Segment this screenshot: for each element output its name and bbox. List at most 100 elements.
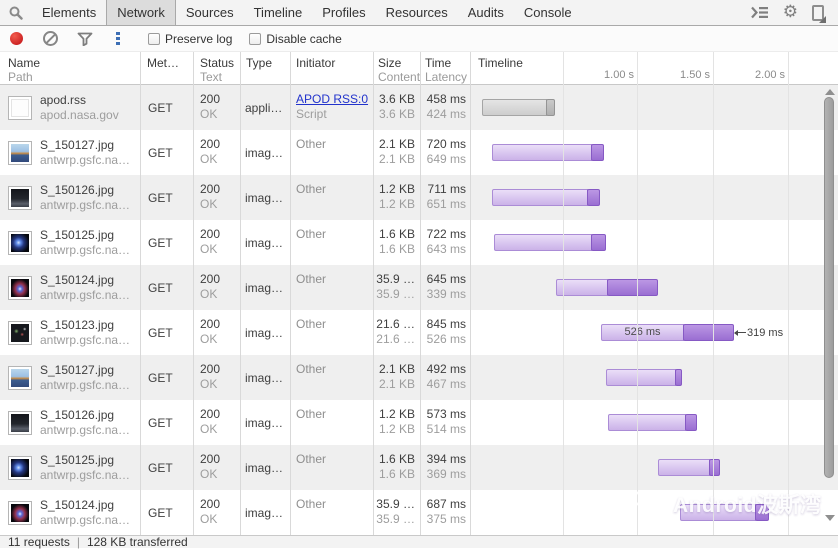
status-code: 200 [200,92,221,106]
scroll-down-arrow-icon[interactable] [825,515,835,521]
timeline-gridline [637,52,638,535]
status-text: OK [200,107,218,121]
table-header-row: Name Path Met… Status Text Type Initiato… [0,52,838,85]
tab-resources[interactable]: Resources [385,5,448,20]
tab-elements[interactable]: Elements [42,5,97,20]
clear-icon[interactable] [43,31,58,46]
table-row[interactable]: S_150124.jpg antwrp.gsfc.na… GET 200 OK … [0,265,838,310]
response-size: 35.9 … [376,272,415,286]
column-header-initiator[interactable]: Initiator [296,56,336,70]
request-method: GET [148,235,173,250]
timeline-gridline [713,52,714,535]
timeline-bar-download-segment [675,369,682,386]
timeline-bar-latency-segment [492,189,588,206]
disable-cache-checkbox[interactable] [249,32,262,45]
column-separator[interactable] [470,52,471,535]
request-type: imag… [245,505,284,520]
status-code: 200 [200,497,221,511]
column-header-name[interactable]: Name Path [8,56,41,84]
preserve-log-label: Preserve log [165,31,233,46]
left-arrow-icon [734,329,746,336]
timeline-bar-latency-segment [608,414,686,431]
column-separator[interactable] [373,52,374,535]
request-name: S_150125.jpg [40,227,115,242]
request-method: GET [148,505,173,520]
status-code: 200 [200,362,221,376]
latency: 424 ms [426,107,466,121]
initiator: Other [296,407,327,421]
response-time: 573 ms [426,407,466,421]
timeline-bar [556,279,658,296]
resource-thumbnail-icon [8,140,32,165]
tab-timeline[interactable]: Timeline [253,5,303,20]
table-row[interactable]: S_150125.jpg antwrp.gsfc.na… GET 200 OK … [0,220,838,265]
table-row[interactable]: S_150126.jpg antwrp.gsfc.na… GET 200 OK … [0,175,838,220]
column-separator[interactable] [290,52,291,535]
timeline-bar-latency-segment: 526 ms [601,324,684,341]
preserve-log-toggle[interactable]: Preserve log [148,32,232,46]
table-row[interactable]: S_150127.jpg antwrp.gsfc.na… GET 200 OK … [0,355,838,400]
request-type: imag… [245,280,284,295]
table-row[interactable]: apod.rss apod.nasa.gov GET 200 OK appli…… [0,85,838,130]
timeline-bar [494,234,606,251]
gear-icon[interactable]: ⚙ [782,2,798,22]
tab-console[interactable]: Console [523,5,572,20]
timeline-bar-latency-segment [606,369,676,386]
table-row[interactable]: S_150124.jpg antwrp.gsfc.na… GET 200 OK … [0,490,838,535]
timeline-bar-download-segment [546,99,555,116]
timeline-bar-download-segment [683,324,734,341]
disable-cache-toggle[interactable]: Disable cache [249,32,342,46]
initiator: Other [296,227,327,241]
column-separator[interactable] [240,52,241,535]
column-separator[interactable] [193,52,194,535]
column-separator[interactable] [420,52,421,535]
status-code: 200 [200,227,221,241]
tab-profiles[interactable]: Profiles [322,5,366,20]
tab-audits[interactable]: Audits [467,5,504,20]
console-drawer-icon[interactable] [750,6,769,19]
initiator[interactable]: APOD RSS:0 [296,92,369,106]
search-icon [9,6,23,20]
timeline-cell [470,175,838,220]
latency: 643 ms [426,242,466,256]
scroll-up-arrow-icon[interactable] [825,89,835,95]
resource-rows-toggle-icon[interactable] [110,32,127,45]
tab-sources[interactable]: Sources [185,5,234,20]
status-text: OK [200,377,218,391]
table-row[interactable]: S_150123.jpg antwrp.gsfc.na… GET 200 OK … [0,310,838,355]
table-row[interactable]: S_150127.jpg antwrp.gsfc.na… GET 200 OK … [0,130,838,175]
search-button[interactable] [0,0,32,25]
undock-device-icon[interactable] [812,4,826,23]
preserve-log-checkbox[interactable] [148,32,160,45]
response-size: 1.6 KB [378,227,415,241]
column-separator[interactable] [140,52,141,535]
table-row[interactable]: S_150126.jpg antwrp.gsfc.na… GET 200 OK … [0,400,838,445]
response-time: 492 ms [426,362,466,376]
column-header-time[interactable]: Time Latency [425,56,468,84]
record-icon[interactable] [10,32,23,45]
response-time: 720 ms [426,137,466,151]
response-time: 645 ms [426,272,466,286]
column-header-size[interactable]: Size Content [378,56,420,84]
tab-network[interactable]: Network [106,0,176,25]
column-header-method[interactable]: Met… [147,56,180,70]
content-size: 35.9 … [376,287,415,301]
timeline-cell [470,490,838,535]
vertical-scrollbar[interactable] [821,85,837,535]
response-size: 1.6 KB [378,452,415,466]
response-size: 35.9 … [376,497,415,511]
table-row[interactable]: S_150125.jpg antwrp.gsfc.na… GET 200 OK … [0,445,838,490]
filter-icon[interactable] [77,32,93,46]
request-method: GET [148,145,173,160]
resource-thumbnail-icon [8,455,32,480]
column-header-timeline[interactable]: Timeline [478,56,523,70]
initiator: Other [296,317,327,331]
request-path: apod.nasa.gov [40,107,119,122]
latency: 651 ms [426,197,466,211]
column-header-type[interactable]: Type [246,56,273,70]
response-size: 2.1 KB [378,137,415,151]
column-header-status[interactable]: Status Text [200,56,235,84]
scrollbar-thumb[interactable] [824,97,834,478]
latency: 339 ms [426,287,466,301]
latency: 649 ms [426,152,466,166]
